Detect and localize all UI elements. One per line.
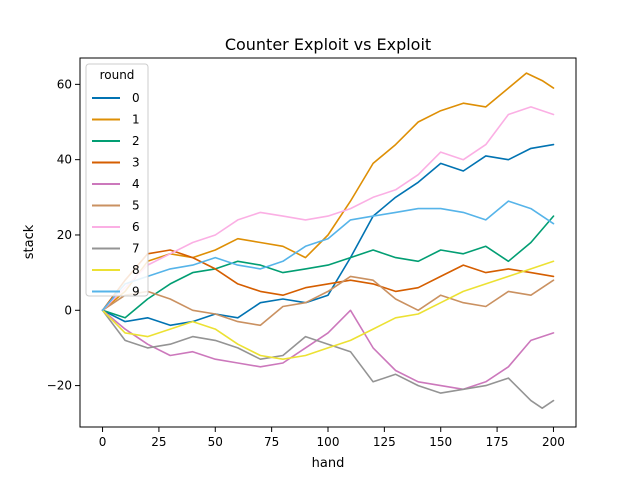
series-line-2 bbox=[101, 215, 555, 319]
series-line-5 bbox=[101, 275, 555, 327]
legend-label-0: 0 bbox=[132, 91, 140, 105]
x-tick-label: 75 bbox=[264, 435, 279, 449]
series-line-1 bbox=[101, 72, 555, 312]
x-tick-label: 200 bbox=[542, 435, 565, 449]
legend-items: 0 1 2 3 4 5 6 7 8 9 bbox=[92, 91, 140, 299]
legend-label-5: 5 bbox=[132, 199, 140, 213]
series-line-3 bbox=[101, 249, 555, 312]
legend-label-9: 9 bbox=[132, 285, 140, 299]
y-axis: −20 0 20 40 60 bbox=[47, 77, 80, 393]
x-axis: 0 25 50 75 100 125 150 175 200 bbox=[99, 427, 565, 449]
y-tick-label: 0 bbox=[64, 303, 72, 317]
legend: round 0 1 2 3 4 5 6 7 8 9 bbox=[85, 63, 149, 299]
y-tick-label: −20 bbox=[47, 379, 72, 393]
x-tick-label: 125 bbox=[373, 435, 396, 449]
legend-label-3: 3 bbox=[132, 156, 140, 170]
series-line-6 bbox=[101, 106, 555, 312]
legend-label-6: 6 bbox=[132, 220, 140, 234]
x-axis-label: hand bbox=[312, 456, 345, 471]
legend-label-8: 8 bbox=[132, 263, 140, 277]
x-tick-label: 150 bbox=[429, 435, 452, 449]
legend-label-4: 4 bbox=[132, 177, 140, 191]
legend-box bbox=[85, 63, 149, 297]
x-tick-label: 100 bbox=[317, 435, 340, 449]
series-line-4 bbox=[101, 309, 555, 391]
x-tick-label: 25 bbox=[151, 435, 166, 449]
x-tick-label: 0 bbox=[99, 435, 107, 449]
plot-area bbox=[101, 72, 555, 409]
y-tick-label: 40 bbox=[57, 153, 72, 167]
x-tick-label: 50 bbox=[208, 435, 223, 449]
y-axis-label: stack bbox=[22, 224, 37, 259]
series-line-0 bbox=[101, 143, 555, 327]
chart-title: Counter Exploit vs Exploit bbox=[225, 35, 431, 54]
legend-label-7: 7 bbox=[132, 242, 140, 256]
x-tick-label: 175 bbox=[486, 435, 509, 449]
y-tick-label: 60 bbox=[57, 77, 72, 91]
y-tick-label: 20 bbox=[57, 228, 72, 242]
series-line-7 bbox=[101, 309, 555, 409]
legend-label-2: 2 bbox=[132, 134, 140, 148]
series-line-9 bbox=[101, 200, 555, 312]
series-line-8 bbox=[101, 260, 555, 360]
legend-label-1: 1 bbox=[132, 113, 140, 127]
legend-title: round bbox=[100, 68, 135, 82]
